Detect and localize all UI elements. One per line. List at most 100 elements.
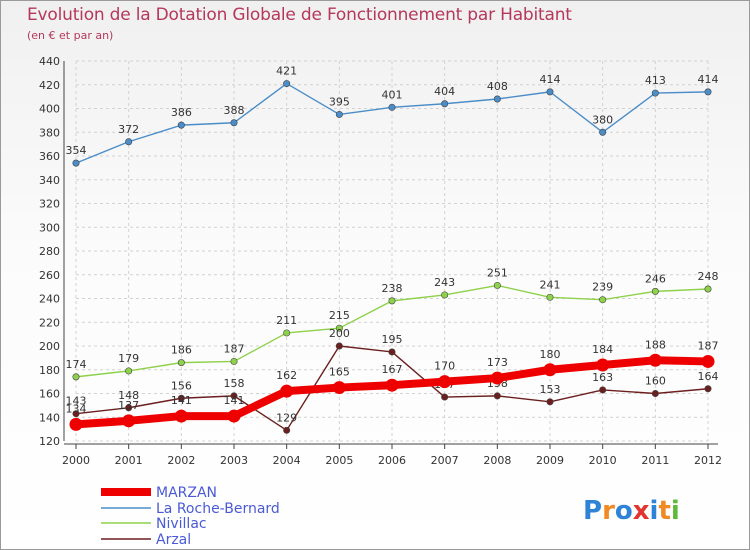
y-tick-label: 200: [39, 340, 60, 353]
x-tick-label: 2003: [220, 454, 248, 467]
data-point: [125, 138, 133, 146]
data-label: 134: [66, 402, 87, 415]
data-label: 401: [382, 88, 403, 101]
data-label: 143: [66, 395, 87, 408]
data-point: [599, 128, 607, 136]
data-point: [72, 373, 80, 381]
y-tick-label: 300: [39, 221, 60, 234]
data-label: 241: [540, 278, 561, 291]
proxiti-logo: Proxiti: [583, 496, 680, 526]
data-label: 163: [592, 371, 613, 384]
data-label: 188: [645, 338, 666, 351]
data-point: [230, 119, 238, 127]
data-point: [438, 375, 452, 389]
data-point: [72, 410, 80, 418]
data-label: 354: [66, 144, 87, 157]
data-point: [701, 354, 715, 368]
y-tick-label: 180: [39, 364, 60, 377]
data-point: [599, 386, 607, 394]
y-tick-label: 420: [39, 79, 60, 92]
data-label: 211: [276, 314, 297, 327]
legend-label: MARZAN: [156, 485, 217, 501]
x-tick-label: 2010: [589, 454, 617, 467]
data-point: [227, 409, 241, 423]
data-label: 414: [698, 73, 719, 86]
data-label: 137: [118, 399, 139, 412]
data-label: 421: [276, 65, 297, 78]
y-tick-label: 280: [39, 245, 60, 258]
chart-subtitle: (en € et par an): [27, 29, 114, 42]
data-point: [441, 393, 449, 401]
data-label: 173: [487, 356, 508, 369]
data-point: [177, 394, 185, 402]
data-label: 414: [540, 73, 561, 86]
data-label: 174: [66, 358, 87, 371]
x-tick-label: 2011: [641, 454, 669, 467]
data-label: 179: [118, 352, 139, 365]
x-tick-label: 2002: [167, 454, 195, 467]
x-tick-label: 2004: [273, 454, 301, 467]
data-label: 129: [276, 411, 297, 424]
data-label: 238: [382, 282, 403, 295]
data-point: [177, 121, 185, 129]
data-point: [493, 281, 501, 289]
data-point: [704, 285, 712, 293]
data-label: 200: [329, 327, 350, 340]
data-label: 184: [592, 343, 613, 356]
data-label: 239: [592, 281, 613, 294]
x-tick-label: 2007: [431, 454, 459, 467]
data-label: 243: [434, 276, 455, 289]
data-point: [230, 392, 238, 400]
y-tick-label: 400: [39, 103, 60, 116]
data-point: [283, 329, 291, 337]
data-label: 141: [224, 394, 245, 407]
data-label: 248: [698, 270, 719, 283]
data-point: [546, 88, 554, 96]
data-point: [651, 287, 659, 295]
y-tick-label: 240: [39, 293, 60, 306]
data-label: 372: [118, 123, 139, 136]
data-label: 215: [329, 309, 350, 322]
data-point: [651, 89, 659, 97]
data-label: 251: [487, 266, 508, 279]
data-point: [283, 426, 291, 434]
data-point: [388, 348, 396, 356]
data-point: [174, 409, 188, 423]
x-tick-label: 2006: [378, 454, 406, 467]
data-point: [335, 324, 343, 332]
data-point: [546, 398, 554, 406]
x-tick-label: 2009: [536, 454, 564, 467]
data-label: 162: [276, 369, 297, 382]
data-point: [441, 100, 449, 108]
data-point: [493, 392, 501, 400]
data-label: 388: [224, 104, 245, 117]
y-tick-label: 220: [39, 316, 60, 329]
data-label: 158: [224, 377, 245, 390]
data-point: [385, 378, 399, 392]
data-point: [280, 384, 294, 398]
data-label: 148: [118, 389, 139, 402]
legend-label: La Roche-Bernard: [156, 501, 280, 517]
data-point: [69, 417, 83, 431]
x-tick-label: 2000: [62, 454, 90, 467]
x-tick-label: 2001: [115, 454, 143, 467]
x-tick-label: 2008: [483, 454, 511, 467]
data-point: [599, 296, 607, 304]
y-tick-label: 140: [39, 411, 60, 424]
data-point: [122, 414, 136, 428]
y-tick-label: 340: [39, 174, 60, 187]
data-label: 195: [382, 333, 403, 346]
data-point: [283, 80, 291, 88]
data-point: [177, 359, 185, 367]
data-label: 395: [329, 95, 350, 108]
data-label: 167: [382, 363, 403, 376]
y-tick-label: 160: [39, 388, 60, 401]
data-point: [125, 404, 133, 412]
data-label: 246: [645, 272, 666, 285]
data-point: [651, 389, 659, 397]
data-point: [441, 291, 449, 299]
legend-label: Arzal: [156, 532, 191, 548]
data-point: [704, 88, 712, 96]
